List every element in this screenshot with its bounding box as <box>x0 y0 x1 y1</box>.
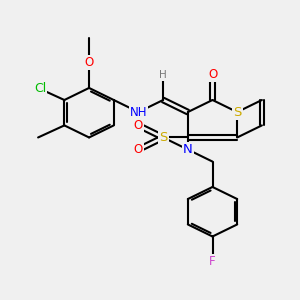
Text: H: H <box>159 70 167 80</box>
Text: N: N <box>183 143 193 156</box>
Text: NH: NH <box>130 106 147 118</box>
Text: S: S <box>233 106 242 118</box>
Text: O: O <box>84 56 94 69</box>
Text: S: S <box>159 131 167 144</box>
Text: Cl: Cl <box>34 82 46 95</box>
Text: O: O <box>134 143 143 156</box>
Text: O: O <box>134 119 143 132</box>
Text: O: O <box>208 68 217 81</box>
Text: F: F <box>209 255 216 268</box>
